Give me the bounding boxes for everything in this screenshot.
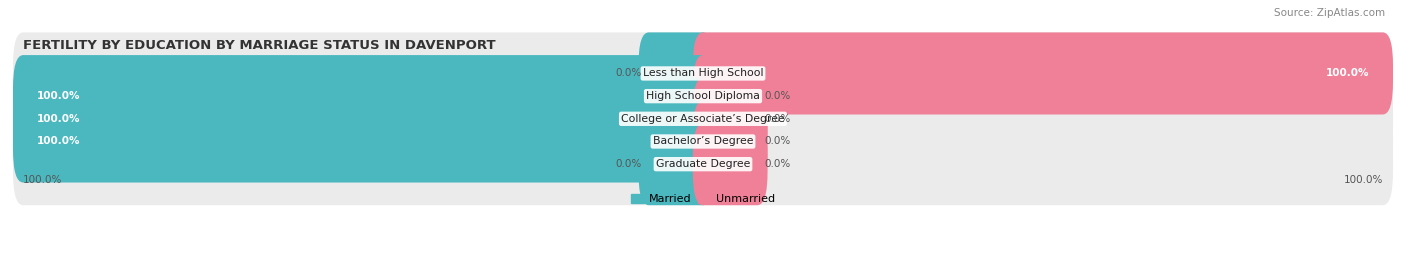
Text: 100.0%: 100.0% bbox=[37, 91, 80, 101]
Text: 100.0%: 100.0% bbox=[1326, 68, 1369, 79]
FancyBboxPatch shape bbox=[13, 123, 1393, 205]
FancyBboxPatch shape bbox=[693, 55, 768, 137]
FancyBboxPatch shape bbox=[13, 55, 1393, 137]
FancyBboxPatch shape bbox=[693, 32, 1393, 115]
FancyBboxPatch shape bbox=[13, 100, 1393, 183]
Text: 0.0%: 0.0% bbox=[765, 114, 790, 124]
FancyBboxPatch shape bbox=[13, 32, 1393, 115]
FancyBboxPatch shape bbox=[13, 78, 713, 160]
FancyBboxPatch shape bbox=[13, 55, 713, 137]
Text: 0.0%: 0.0% bbox=[765, 159, 790, 169]
Text: 100.0%: 100.0% bbox=[37, 136, 80, 147]
FancyBboxPatch shape bbox=[13, 100, 713, 183]
Text: College or Associate’s Degree: College or Associate’s Degree bbox=[621, 114, 785, 124]
Text: Bachelor’s Degree: Bachelor’s Degree bbox=[652, 136, 754, 147]
Text: Source: ZipAtlas.com: Source: ZipAtlas.com bbox=[1274, 8, 1385, 18]
FancyBboxPatch shape bbox=[693, 78, 768, 160]
FancyBboxPatch shape bbox=[13, 78, 1393, 160]
FancyBboxPatch shape bbox=[638, 123, 713, 205]
Text: 100.0%: 100.0% bbox=[1344, 175, 1384, 185]
Text: 0.0%: 0.0% bbox=[765, 91, 790, 101]
Text: 100.0%: 100.0% bbox=[37, 114, 80, 124]
Text: High School Diploma: High School Diploma bbox=[647, 91, 759, 101]
Text: Graduate Degree: Graduate Degree bbox=[655, 159, 751, 169]
FancyBboxPatch shape bbox=[693, 123, 768, 205]
Legend: Married, Unmarried: Married, Unmarried bbox=[627, 189, 779, 209]
Text: 0.0%: 0.0% bbox=[765, 136, 790, 147]
FancyBboxPatch shape bbox=[638, 32, 713, 115]
Text: 0.0%: 0.0% bbox=[616, 159, 641, 169]
Text: 100.0%: 100.0% bbox=[22, 175, 62, 185]
FancyBboxPatch shape bbox=[693, 100, 768, 183]
Text: 0.0%: 0.0% bbox=[616, 68, 641, 79]
Text: Less than High School: Less than High School bbox=[643, 68, 763, 79]
Text: FERTILITY BY EDUCATION BY MARRIAGE STATUS IN DAVENPORT: FERTILITY BY EDUCATION BY MARRIAGE STATU… bbox=[22, 39, 496, 52]
